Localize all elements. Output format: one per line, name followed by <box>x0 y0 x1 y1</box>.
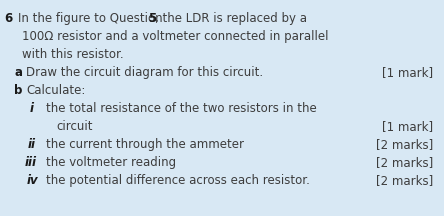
Text: 5: 5 <box>148 12 156 25</box>
Text: i: i <box>30 102 34 115</box>
Text: [1 mark]: [1 mark] <box>382 66 433 79</box>
Text: the voltmeter reading: the voltmeter reading <box>46 156 176 169</box>
Text: b: b <box>14 84 22 97</box>
Text: ii: ii <box>28 138 36 151</box>
Text: [2 marks]: [2 marks] <box>376 156 433 169</box>
Text: 6: 6 <box>5 12 17 25</box>
Text: the total resistance of the two resistors in the: the total resistance of the two resistor… <box>46 102 317 115</box>
Text: a: a <box>14 66 22 79</box>
Text: , the LDR is replaced by a: , the LDR is replaced by a <box>155 12 307 25</box>
Text: circuit: circuit <box>56 120 92 133</box>
Text: the potential difference across each resistor.: the potential difference across each res… <box>46 174 310 187</box>
Text: Calculate:: Calculate: <box>26 84 85 97</box>
Text: the current through the ammeter: the current through the ammeter <box>46 138 244 151</box>
Text: [2 marks]: [2 marks] <box>376 174 433 187</box>
Text: [2 marks]: [2 marks] <box>376 138 433 151</box>
Text: iii: iii <box>25 156 37 169</box>
Text: In the figure to Question: In the figure to Question <box>18 12 167 25</box>
Text: 100Ω resistor and a voltmeter connected in parallel: 100Ω resistor and a voltmeter connected … <box>22 30 329 43</box>
Text: Draw the circuit diagram for this circuit.: Draw the circuit diagram for this circui… <box>26 66 263 79</box>
Text: with this resistor.: with this resistor. <box>22 48 123 61</box>
Text: [1 mark]: [1 mark] <box>382 120 433 133</box>
Text: iv: iv <box>27 174 39 187</box>
